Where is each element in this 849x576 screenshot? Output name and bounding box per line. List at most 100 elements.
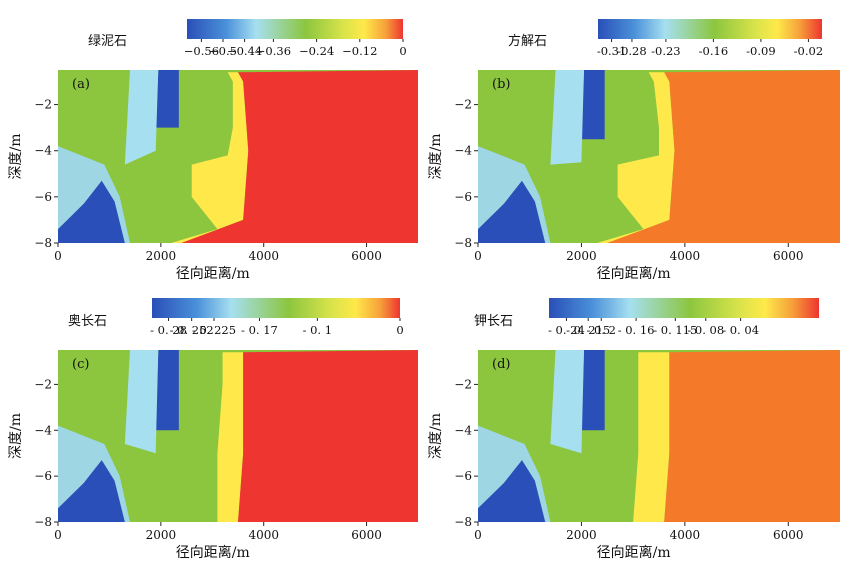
x-axis-label: 径向距离/m xyxy=(597,265,671,282)
colorbar-tick-label: - 0. 16 xyxy=(618,323,655,337)
colorbar xyxy=(549,298,819,318)
colorbar xyxy=(152,298,400,318)
colorbar-tick-label: −0.24 xyxy=(299,44,334,58)
y-tick-label: −8 xyxy=(454,515,472,529)
x-tick-label: 0 xyxy=(54,249,62,263)
colorbar-tick-label: -0.31 xyxy=(597,44,627,58)
y-axis-label: 深度/m xyxy=(428,413,444,459)
colorbar-tick-label: - 0. 17 xyxy=(241,323,278,337)
colorbar-tick-label: - 0. 08 xyxy=(687,323,724,337)
colorbar-tick-label: -0.16 xyxy=(699,44,729,58)
y-tick-label: −6 xyxy=(454,190,472,204)
blue-core-upper xyxy=(581,70,605,140)
y-axis-label: 深度/m xyxy=(8,134,24,180)
colorbar-tick-label: - 0. 28 xyxy=(150,323,187,337)
y-tick-label: −4 xyxy=(34,144,52,158)
x-tick-label: 2000 xyxy=(566,528,597,542)
panel-c: 0 2000 4000 6000 −8 −6 −4 −2 径向距离/m 深度/m (c) 奥长石 - 0… xyxy=(8,298,418,561)
light-blue-halo xyxy=(550,70,585,165)
blue-core-upper xyxy=(155,350,179,431)
x-tick-label: 6000 xyxy=(351,249,382,263)
colorbar xyxy=(598,19,822,39)
colorbar-tick-label: - 0. 115 xyxy=(653,323,697,337)
light-blue-halo xyxy=(124,350,159,454)
blue-core-upper xyxy=(155,70,179,128)
y-tick-label: −8 xyxy=(34,236,52,250)
heatmap-field xyxy=(58,70,418,243)
blue-core-lower xyxy=(478,460,546,522)
colorbar-tick-label: −0.5 xyxy=(209,44,237,58)
blue-core-upper xyxy=(581,350,605,431)
x-tick-label: 2000 xyxy=(146,249,177,263)
panel-b: 0 2000 4000 6000 −8 −6 −4 −2 径向距离/m 深度/m (b) 方解石 -0.… xyxy=(428,19,840,282)
x-tick-label: 0 xyxy=(474,528,482,542)
panel-label: (b) xyxy=(492,77,510,92)
colorbar-tick-label: - 0. 215 xyxy=(566,323,610,337)
yellow-front xyxy=(633,352,670,522)
colorbar-tick-label: - 0. 1 xyxy=(303,323,333,337)
mineral-title: 奥长石 xyxy=(68,314,107,329)
x-tick-label: 2000 xyxy=(566,249,597,263)
blue-core-lower xyxy=(58,180,125,243)
colorbar-tick-label: -0.09 xyxy=(746,44,776,58)
colorbar-tick-label: -0.28 xyxy=(617,44,647,58)
saturated-zone xyxy=(607,70,840,243)
y-axis-label: 深度/m xyxy=(428,134,444,180)
x-tick-label: 4000 xyxy=(670,528,701,542)
blue-core-lower xyxy=(478,180,546,243)
light-blue-halo xyxy=(550,350,585,454)
y-tick-label: −4 xyxy=(454,144,472,158)
y-tick-label: −8 xyxy=(454,236,472,250)
y-tick-label: −2 xyxy=(454,377,472,391)
x-tick-label: 4000 xyxy=(248,528,279,542)
colorbar-tick-label: −0.56 xyxy=(184,44,219,58)
yellow-front xyxy=(217,352,244,522)
x-tick-label: 6000 xyxy=(351,528,382,542)
y-axis-label: 深度/m xyxy=(8,413,24,459)
mineral-title: 绿泥石 xyxy=(88,34,127,49)
colorbar-tick-label: - 0. 252 xyxy=(170,323,214,337)
saturated-zone xyxy=(664,350,840,522)
y-tick-label: −4 xyxy=(34,423,52,437)
x-axis-label: 径向距离/m xyxy=(176,544,250,561)
y-tick-label: −8 xyxy=(34,515,52,529)
blue-core-lower xyxy=(58,460,125,522)
colorbar-tick-label: −0.44 xyxy=(227,44,262,58)
x-axis-label: 径向距离/m xyxy=(176,265,250,282)
y-tick-label: −2 xyxy=(34,98,52,112)
colorbar-tick-label: - 0. 225 xyxy=(192,323,236,337)
x-tick-label: 4000 xyxy=(248,249,279,263)
colorbar-tick-label: - 0. 04 xyxy=(722,323,759,337)
x-tick-label: 0 xyxy=(54,528,62,542)
colorbar-tick-label: 0 xyxy=(396,323,403,337)
panel-label: (d) xyxy=(492,357,510,372)
colorbar xyxy=(187,19,403,39)
mineral-title: 钾长石 xyxy=(474,314,513,329)
colorbar-tick-label: - 0. 24 xyxy=(548,323,585,337)
panel-a: 0 2000 4000 6000 −8 −6 −4 −2 径向距离/m 深度/m (a) 绿泥石 −0.… xyxy=(8,19,418,282)
x-tick-label: 2000 xyxy=(146,528,177,542)
x-tick-label: 0 xyxy=(474,249,482,263)
panel-label: (a) xyxy=(72,77,90,92)
colorbar-tick-label: −0.36 xyxy=(256,44,291,58)
y-tick-label: −6 xyxy=(34,469,52,483)
x-tick-label: 6000 xyxy=(773,249,804,263)
colorbar-tick-label: −0.12 xyxy=(342,44,377,58)
saturated-zone xyxy=(181,70,418,243)
y-tick-label: −6 xyxy=(454,469,472,483)
x-tick-label: 4000 xyxy=(670,249,701,263)
heatmap-field xyxy=(478,70,840,243)
colorbar-tick-label: 0 xyxy=(399,44,406,58)
panel-label: (c) xyxy=(72,357,89,372)
y-tick-label: −2 xyxy=(34,377,52,391)
panel-d: 0 2000 4000 6000 −8 −6 −4 −2 径向距离/m 深度/m (d) 钾长石 - 0… xyxy=(428,298,840,561)
yellow-front xyxy=(171,72,249,243)
saturated-zone xyxy=(238,350,418,522)
heatmap-field xyxy=(58,350,418,522)
mineral-title: 方解石 xyxy=(508,33,547,49)
colorbar-tick-label: -0.02 xyxy=(794,44,824,58)
x-axis-label: 径向距离/m xyxy=(597,544,671,561)
light-blue-halo xyxy=(124,70,159,165)
x-tick-label: 6000 xyxy=(773,528,804,542)
colorbar-tick-label: - 0. 2 xyxy=(587,323,617,337)
